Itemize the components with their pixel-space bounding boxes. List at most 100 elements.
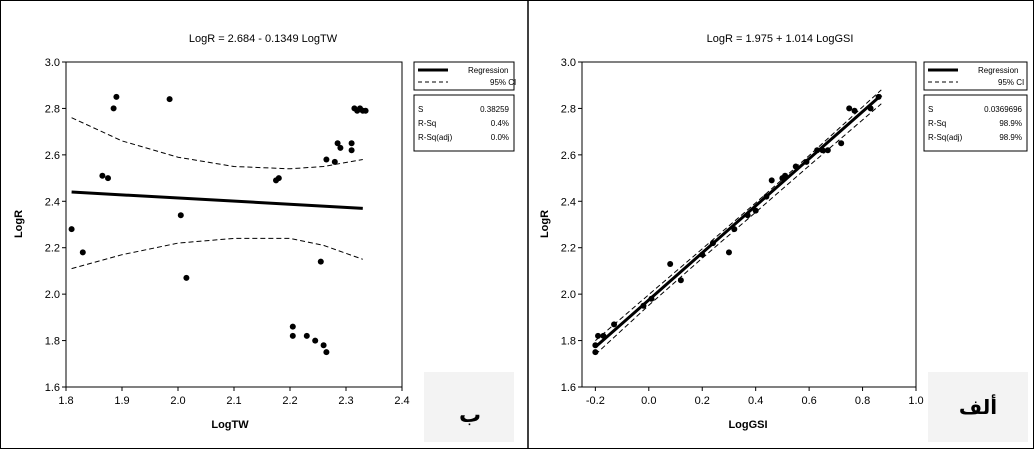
y-tick-label: 1.6: [45, 382, 60, 394]
data-point: [317, 258, 324, 265]
data-points: [68, 93, 369, 356]
y-tick-label: 2.6: [45, 150, 60, 162]
data-point: [875, 93, 882, 100]
y-tick-label: 2.2: [45, 243, 60, 255]
y-axis: 1.6 1.8 2.0 2.2 2.4 2.6 2.8 3.0: [561, 57, 582, 394]
panel-label: ألف: [959, 393, 997, 419]
data-point: [331, 158, 338, 165]
legend: [413, 61, 515, 91]
data-point: [792, 163, 799, 170]
x-tick-label: 0.4: [748, 395, 763, 407]
data-point: [166, 96, 173, 103]
chart-title: LogR = 2.684 - 0.1349 LogTW: [189, 33, 338, 45]
x-tick-label: 2.2: [282, 395, 297, 407]
data-point: [709, 240, 716, 247]
stat-label: R-Sq: [418, 119, 436, 128]
data-point: [667, 260, 674, 267]
y-tick-label: 3.0: [561, 57, 576, 69]
data-point: [348, 147, 355, 154]
panel-label: ب: [459, 403, 481, 428]
data-point: [289, 332, 296, 339]
ci-upper-line: [71, 117, 363, 170]
data-point: [851, 107, 858, 114]
y-tick-label: 2.2: [561, 243, 576, 255]
x-tick-label: 0.0: [641, 395, 656, 407]
x-tick-label: 1.8: [58, 395, 73, 407]
legend-regression-label: Regression: [468, 66, 508, 75]
regression-line: [594, 94, 883, 349]
data-point: [289, 323, 296, 330]
legend-ci-label: 95% CI: [490, 78, 516, 87]
fitted-line: [71, 190, 363, 210]
x-tick-label: 2.3: [338, 395, 353, 407]
data-points: [592, 93, 882, 356]
data-point: [177, 212, 184, 219]
ci-lower-line: [71, 237, 363, 270]
stat-value: 0.0369696: [984, 105, 1022, 114]
y-tick-label: 2.6: [561, 150, 576, 162]
y-tick-label: 2.8: [45, 103, 60, 115]
panel-label-background: [928, 372, 1028, 442]
stat-label: R-Sq: [928, 119, 946, 128]
data-point: [731, 226, 738, 233]
stat-value: 98.9%: [999, 119, 1022, 128]
x-tick-label: 2.1: [226, 395, 241, 407]
chart-title: LogR = 1.975 + 1.014 LogGSI: [707, 33, 854, 45]
regression-line: [71, 190, 363, 210]
stat-value: 0.38259: [480, 105, 509, 114]
data-point: [105, 175, 111, 182]
stat-label: S: [928, 105, 933, 114]
data-point: [611, 321, 618, 328]
data-point: [362, 107, 369, 114]
stat-label: R-Sq(adj): [928, 133, 963, 142]
y-tick-label: 1.8: [45, 336, 60, 348]
fitted-line: [594, 94, 883, 349]
data-point: [752, 207, 759, 214]
stat-label: R-Sq(adj): [418, 133, 453, 142]
y-tick-label: 2.4: [45, 196, 60, 208]
data-point: [763, 193, 770, 200]
data-point: [768, 177, 775, 184]
ci-band: [595, 89, 882, 355]
data-point: [79, 249, 86, 256]
data-point: [323, 156, 330, 163]
ci-band: [71, 117, 363, 270]
data-point: [323, 349, 330, 356]
y-tick-label: 2.4: [561, 196, 576, 208]
stat-value: 98.9%: [999, 133, 1022, 142]
data-point: [99, 172, 106, 179]
data-point: [348, 140, 355, 147]
data-point: [595, 332, 602, 339]
data-point: [846, 105, 853, 112]
x-axis: -0.2 0.0 0.2 0.4 0.6 0.8 1.0: [586, 387, 924, 407]
data-point: [303, 332, 310, 339]
data-point: [337, 144, 344, 151]
data-point: [677, 277, 684, 284]
panel-label-background: [424, 372, 514, 442]
stats-box: [413, 94, 515, 152]
y-tick-label: 3.0: [45, 57, 60, 69]
data-point: [275, 175, 282, 182]
data-point: [183, 274, 190, 281]
x-tick-label: 0.2: [695, 395, 710, 407]
data-point: [819, 147, 826, 154]
x-tick-label: 0.6: [801, 395, 816, 407]
x-tick-label: -0.2: [586, 395, 605, 407]
data-point: [110, 105, 117, 112]
data-point: [113, 93, 120, 100]
data-point: [744, 212, 751, 219]
data-point: [320, 342, 327, 349]
data-point: [814, 147, 821, 154]
panel-loggsi: LogR = 1.975 + 1.014 LogGSI 1.6 1.8 2.0 2.2…: [539, 33, 1028, 442]
data-point: [803, 158, 810, 165]
data-point: [725, 249, 732, 256]
plot-area: [581, 61, 917, 388]
data-point: [68, 226, 75, 233]
data-point: [782, 172, 789, 179]
y-tick-label: 1.8: [561, 336, 576, 348]
x-tick-label: 2.4: [394, 395, 409, 407]
ci-upper-line: [595, 89, 882, 341]
y-tick-label: 2.8: [561, 103, 576, 115]
